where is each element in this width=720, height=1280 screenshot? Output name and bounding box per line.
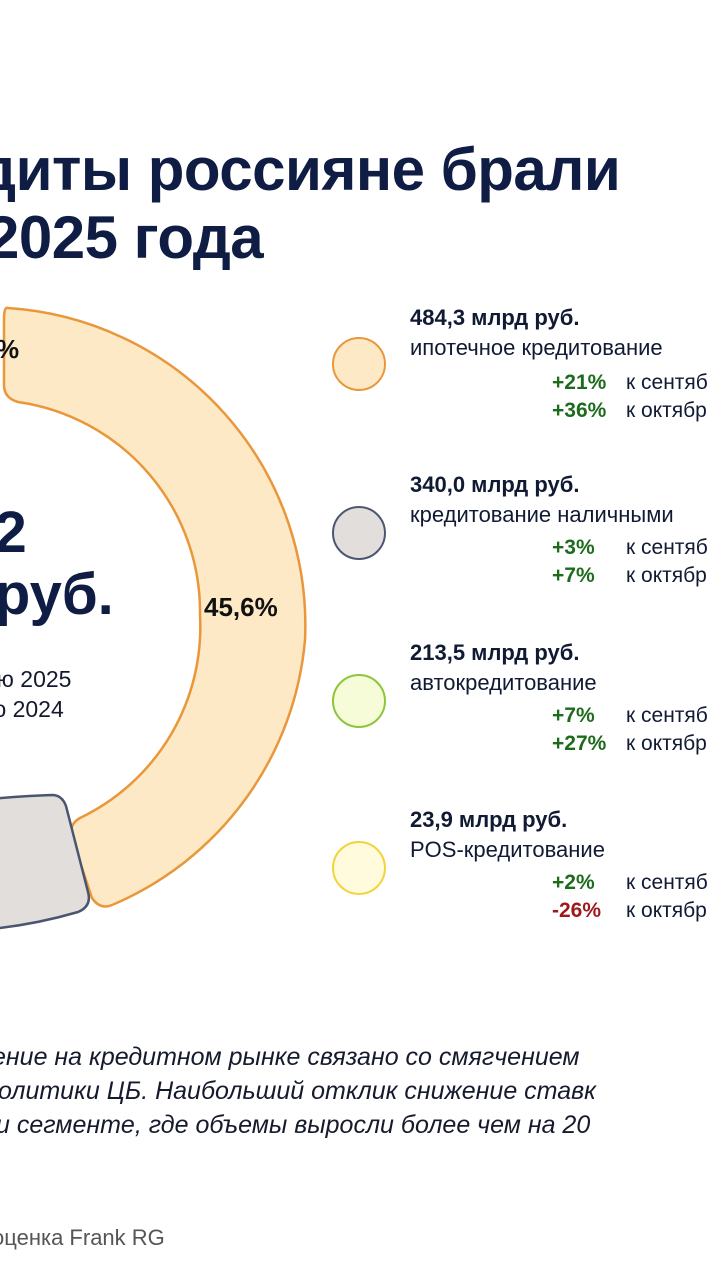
center-note-line-1: нтябрю 2025 xyxy=(0,666,72,692)
title-line-1: диты россияне брали xyxy=(0,136,621,203)
legend-change-row: -26% к октябр xyxy=(552,899,707,923)
legend-amount: 340,0 млрд руб. xyxy=(410,472,580,497)
legend-dot-icon xyxy=(332,337,386,391)
legend-name: ипотечное кредитование xyxy=(410,335,663,360)
change-value: +7% xyxy=(552,704,595,727)
legend-item-cash-loans: 340,0 млрд руб. кредитование наличными +… xyxy=(330,472,720,622)
total-unit: д руб. xyxy=(0,562,114,627)
change-value: +21% xyxy=(552,371,607,394)
change-value: -26% xyxy=(552,899,602,922)
segment-top-pct-label: % xyxy=(0,334,19,365)
total-value: 062 xyxy=(0,500,27,565)
change-compare: к октябр xyxy=(626,899,707,922)
legend-dot-icon xyxy=(332,674,386,728)
legend-change-row: +36% к октябр xyxy=(552,399,707,423)
commentary-line-3: и сегменте, где объемы выросли более чем… xyxy=(0,1111,591,1139)
change-compare: к октябр xyxy=(626,564,707,587)
segment-cash-loans xyxy=(0,793,91,930)
change-value: +36% xyxy=(552,399,607,422)
legend-change-row: +7% к октябр xyxy=(552,564,707,588)
legend-amount: 213,5 млрд руб. xyxy=(410,640,580,665)
center-note-line-2: тябрю 2024 xyxy=(0,696,64,722)
title-line-2: 2025 года xyxy=(0,204,264,271)
change-value: +27% xyxy=(552,732,607,755)
legend-item-auto-loans: 213,5 млрд руб. автокредитование +7% к се… xyxy=(330,640,720,790)
change-value: +3% xyxy=(552,536,595,559)
legend-change-row: +3% к сентяб xyxy=(552,536,708,560)
change-compare: к сентяб xyxy=(626,704,708,727)
legend-name: автокредитование xyxy=(410,670,597,695)
change-value: +7% xyxy=(552,564,595,587)
legend-amount: 484,3 млрд руб. xyxy=(410,305,580,330)
legend-name: кредитование наличными xyxy=(410,502,674,527)
legend-amount: 23,9 млрд руб. xyxy=(410,807,568,832)
change-value: +2% xyxy=(552,871,595,894)
change-compare: к сентяб xyxy=(626,871,708,894)
change-compare: к октябр xyxy=(626,732,707,755)
change-compare: к сентяб xyxy=(626,536,708,559)
commentary-line-1: ение на кредитном рынке связано со смягч… xyxy=(0,1043,580,1071)
change-compare: к октябр xyxy=(626,399,707,422)
source-note: оценка Frank RG xyxy=(0,1225,165,1250)
legend-dot-icon xyxy=(332,506,386,560)
segment-mortgage-pct-label: 45,6% xyxy=(204,592,278,622)
legend-name: POS-кредитование xyxy=(410,837,605,862)
legend-change-row: +27% к октябр xyxy=(552,732,707,756)
legend-item-pos-loans: 23,9 млрд руб. POS-кредитование +2% к сен… xyxy=(330,807,720,957)
legend-dot-icon xyxy=(332,841,386,895)
change-compare: к сентяб xyxy=(626,371,708,394)
legend-item-mortgage: 484,3 млрд руб. ипотечное кредитование +… xyxy=(330,305,720,455)
legend-change-row: +2% к сентяб xyxy=(552,871,708,895)
legend-change-row: +7% к сентяб xyxy=(552,704,708,728)
commentary-line-2: олитики ЦБ. Наибольший отклик снижение с… xyxy=(0,1077,596,1105)
legend-change-row: +21% к сентяб xyxy=(552,371,708,395)
